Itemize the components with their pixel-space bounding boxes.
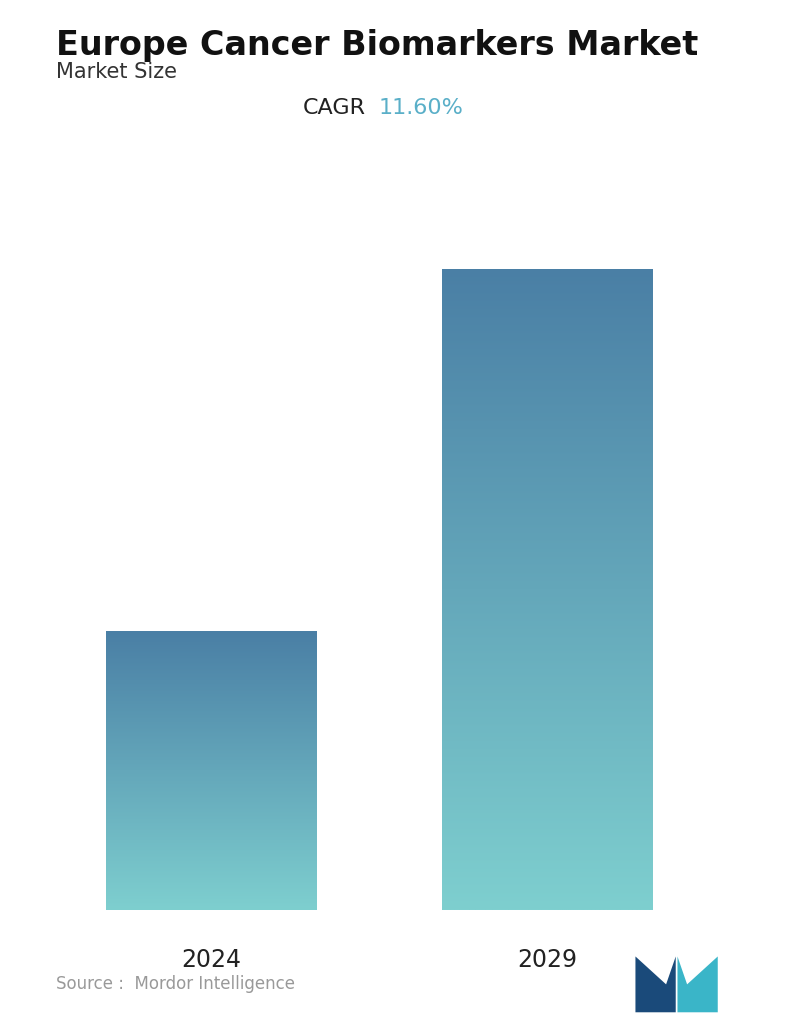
Text: CAGR: CAGR (303, 98, 366, 118)
Text: Market Size: Market Size (56, 62, 177, 82)
Polygon shape (677, 956, 718, 1012)
Text: 2029: 2029 (517, 948, 577, 972)
Text: Source :  Mordor Intelligence: Source : Mordor Intelligence (56, 975, 295, 994)
Text: 11.60%: 11.60% (378, 98, 463, 118)
Text: Europe Cancer Biomarkers Market: Europe Cancer Biomarkers Market (56, 29, 698, 62)
Text: 2024: 2024 (181, 948, 240, 972)
Polygon shape (635, 956, 676, 1012)
